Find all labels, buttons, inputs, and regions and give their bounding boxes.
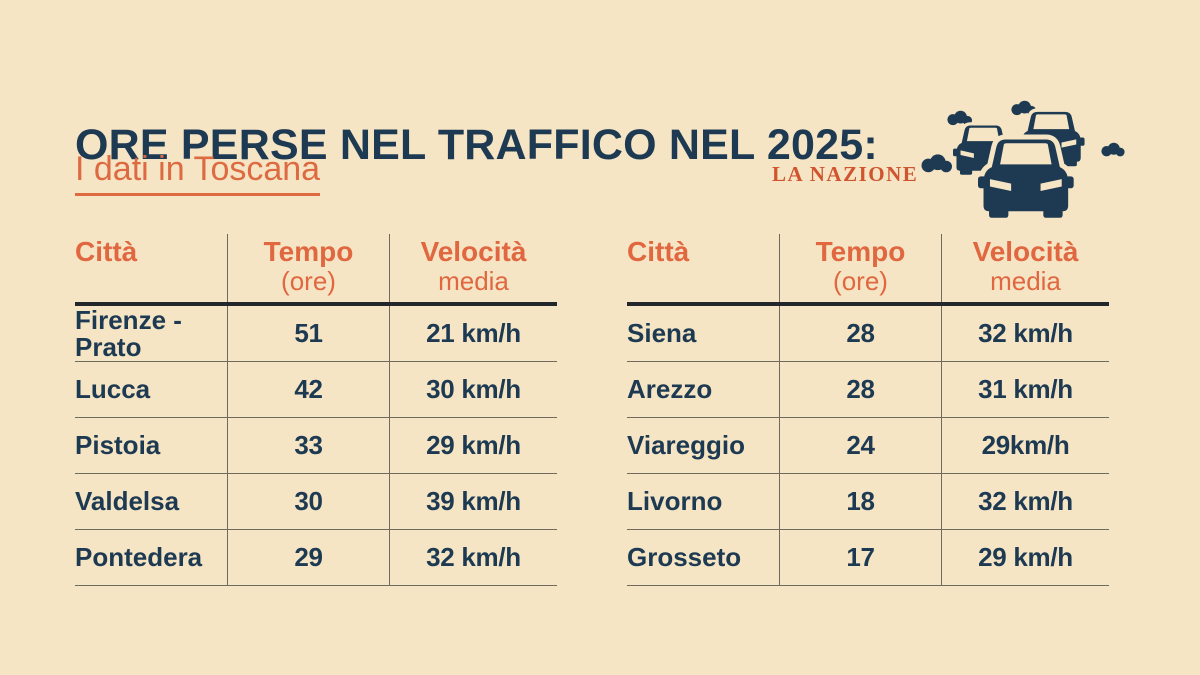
- exhaust-puff-icon: [921, 154, 952, 173]
- column-header-time-label: Tempo: [815, 236, 906, 267]
- table-row: Siena 28 32 km/h: [627, 306, 1109, 362]
- table-row: Livorno 18 32 km/h: [627, 474, 1109, 530]
- column-header-speed: Velocità media: [389, 234, 557, 302]
- speed-cell: 29 km/h: [389, 418, 557, 473]
- hours-cell: 42: [227, 362, 389, 417]
- table-row: Firenze - Prato 51 21 km/h: [75, 306, 557, 362]
- city-cell: Siena: [627, 318, 697, 349]
- exhaust-puff-icon: [1101, 142, 1125, 157]
- column-header-speed-sub: media: [438, 266, 509, 297]
- table-row: Grosseto 17 29 km/h: [627, 530, 1109, 586]
- column-header-time-unit: (ore): [281, 266, 336, 297]
- hours-cell: 30: [227, 474, 389, 529]
- table-right: Città Tempo (ore) Velocità media Siena 28 …: [627, 234, 1109, 586]
- speed-cell: 32 km/h: [941, 474, 1109, 529]
- column-header-speed-label: Velocità: [972, 236, 1079, 267]
- hours-cell: 24: [779, 418, 941, 473]
- city-cell: Arezzo: [627, 374, 713, 405]
- page-title: ORE PERSE NEL TRAFFICO NEL 2025:: [75, 120, 878, 169]
- traffic-jam-cars-icon: [921, 100, 1125, 222]
- table-row: Valdelsa 30 39 km/h: [75, 474, 557, 530]
- speed-cell: 32 km/h: [389, 530, 557, 585]
- table-left: Città Tempo (ore) Velocità media Firenze -…: [75, 234, 557, 586]
- column-header-city: Città: [627, 236, 690, 267]
- hours-cell: 18: [779, 474, 941, 529]
- city-cell: Pistoia: [75, 430, 161, 461]
- hours-cell: 28: [779, 306, 941, 361]
- table-row: Pontedera 29 32 km/h: [75, 530, 557, 586]
- page-subtitle: I dati in Toscana: [75, 150, 321, 196]
- speed-cell: 29km/h: [941, 418, 1109, 473]
- car-front-icon: [978, 140, 1074, 218]
- speed-cell: 32 km/h: [941, 306, 1109, 361]
- hours-cell: 29: [227, 530, 389, 585]
- city-cell: Grosseto: [627, 542, 742, 573]
- column-header-time-unit: (ore): [833, 266, 888, 297]
- city-cell: Valdelsa: [75, 486, 180, 517]
- column-header-speed-sub: media: [990, 266, 1061, 297]
- city-cell: Livorno: [627, 486, 723, 517]
- table-header-row: Città Tempo (ore) Velocità media: [627, 234, 1109, 306]
- column-header-time: Tempo (ore): [779, 234, 941, 302]
- city-cell: Firenze - Prato: [75, 304, 182, 362]
- column-header-speed-label: Velocità: [420, 236, 527, 267]
- speed-cell: 39 km/h: [389, 474, 557, 529]
- city-cell: Pontedera: [75, 542, 203, 573]
- hours-cell: 17: [779, 530, 941, 585]
- hours-cell: 28: [779, 362, 941, 417]
- table-header-row: Città Tempo (ore) Velocità media: [75, 234, 557, 306]
- column-header-city: Città: [75, 236, 138, 267]
- speed-cell: 31 km/h: [941, 362, 1109, 417]
- table-row: Pistoia 33 29 km/h: [75, 418, 557, 474]
- table-row: Lucca 42 30 km/h: [75, 362, 557, 418]
- hours-cell: 51: [227, 306, 389, 361]
- speed-cell: 21 km/h: [389, 306, 557, 361]
- hours-cell: 33: [227, 418, 389, 473]
- table-row: Arezzo 28 31 km/h: [627, 362, 1109, 418]
- column-header-time-label: Tempo: [263, 236, 354, 267]
- column-header-time: Tempo (ore): [227, 234, 389, 302]
- speed-cell: 30 km/h: [389, 362, 557, 417]
- city-cell: Viareggio: [627, 430, 746, 461]
- la-nazione-logo: LA NAZIONE: [772, 162, 919, 186]
- table-row: Viareggio 24 29km/h: [627, 418, 1109, 474]
- column-header-speed: Velocità media: [941, 234, 1109, 302]
- speed-cell: 29 km/h: [941, 530, 1109, 585]
- city-cell: Lucca: [75, 374, 151, 405]
